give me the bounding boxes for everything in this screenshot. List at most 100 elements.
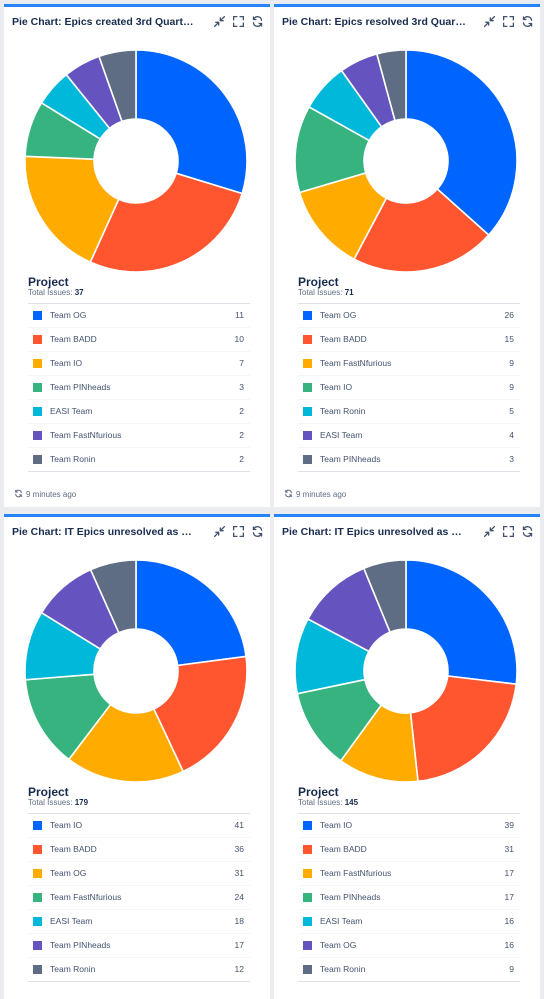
legend-value: 41: [234, 820, 244, 830]
pie-slice-team-badd[interactable]: [352, 187, 490, 273]
legend-row[interactable]: Team Ronin 9: [298, 958, 520, 982]
legend-swatch: [33, 965, 42, 974]
legend-value: 24: [234, 892, 244, 902]
panel-header: Pie Chart: Epics created 3rd Quarter 202…: [4, 7, 270, 37]
pie-slice-team-pinheads[interactable]: [375, 49, 407, 122]
legend-label: EASI Team: [320, 916, 363, 926]
legend-row[interactable]: Team IO 9: [298, 376, 520, 400]
legend-row[interactable]: Team BADD 10: [28, 328, 250, 352]
project-label: Project: [28, 785, 69, 799]
legend-row[interactable]: Team PINheads 3: [298, 448, 520, 472]
legend-row[interactable]: Team OG 11: [28, 304, 250, 328]
total-issues-value: 179: [74, 798, 89, 807]
total-issues-value: 145: [344, 798, 359, 807]
total-issues-label: Total Issues:: [28, 798, 73, 807]
legend-swatch: [303, 821, 312, 830]
legend-swatch: [33, 335, 42, 344]
legend-value: 2: [239, 406, 244, 416]
pie-slice-team-og[interactable]: [135, 49, 248, 195]
legend-label: Team IO: [320, 382, 353, 392]
total-issues: Total Issues: 179: [28, 798, 88, 807]
legend-label: Team PINheads: [320, 892, 381, 902]
pie-slice-team-ronin[interactable]: [362, 559, 407, 634]
refresh-icon[interactable]: [251, 15, 264, 28]
pie-slice-team-io[interactable]: [135, 559, 247, 667]
legend-label: Team Ronin: [50, 964, 96, 974]
legend-row[interactable]: Team IO 41: [28, 814, 250, 838]
legend-value: 3: [239, 382, 244, 392]
legend-row[interactable]: EASI Team 2: [28, 400, 250, 424]
chart-title: Pie Chart: Epics created 3rd Quarter 202…: [12, 16, 198, 28]
legend-label: Team OG: [50, 310, 87, 320]
legend-row[interactable]: Team Ronin 2: [28, 448, 250, 472]
minimize-icon[interactable]: [213, 15, 226, 28]
legend-swatch: [33, 407, 42, 416]
legend-value: 17: [234, 940, 244, 950]
legend-row[interactable]: Team FastNfurious 24: [28, 886, 250, 910]
legend-value: 9: [509, 964, 514, 974]
legend-row[interactable]: Team PINheads 17: [28, 934, 250, 958]
legend-swatch: [33, 917, 42, 926]
legend-label: EASI Team: [320, 430, 363, 440]
minimize-icon[interactable]: [213, 525, 226, 538]
chart-panel: Pie Chart: IT Epics unresolved as of 10/…: [274, 514, 540, 999]
pie-slice-team-og[interactable]: [67, 703, 185, 783]
legend-label: Team BADD: [320, 334, 367, 344]
pie-slice-team-og[interactable]: [405, 49, 518, 237]
legend-row[interactable]: Team IO 7: [28, 352, 250, 376]
fullscreen-icon[interactable]: [502, 525, 515, 538]
last-updated-text: 9 minutes ago: [296, 490, 347, 499]
legend-row[interactable]: Team FastNfurious 2: [28, 424, 250, 448]
legend-row[interactable]: EASI Team 16: [298, 910, 520, 934]
legend-swatch: [303, 431, 312, 440]
refresh-icon[interactable]: [521, 15, 534, 28]
legend-row[interactable]: Team IO 39: [298, 814, 520, 838]
legend-value: 36: [234, 844, 244, 854]
refresh-icon[interactable]: [521, 525, 534, 538]
pie-chart: [294, 559, 518, 783]
legend-row[interactable]: Team PINheads 17: [298, 886, 520, 910]
fullscreen-icon[interactable]: [502, 15, 515, 28]
legend-swatch: [303, 311, 312, 320]
pie-chart: [24, 49, 248, 273]
chart-panel: Pie Chart: IT Epics unresolved as of 7/1…: [4, 514, 270, 999]
last-updated: 9 minutes ago: [14, 489, 76, 500]
panel-actions: [213, 15, 264, 28]
fullscreen-icon[interactable]: [232, 15, 245, 28]
legend-row[interactable]: EASI Team 18: [28, 910, 250, 934]
legend-row[interactable]: Team BADD 15: [298, 328, 520, 352]
legend-row[interactable]: Team OG 16: [298, 934, 520, 958]
legend-label: Team OG: [320, 940, 357, 950]
legend-row[interactable]: Team BADD 36: [28, 838, 250, 862]
legend-label: EASI Team: [50, 916, 93, 926]
pie-slice-team-io[interactable]: [405, 559, 518, 686]
legend-value: 2: [239, 430, 244, 440]
chart-title: Pie Chart: IT Epics unresolved as of 7/1…: [12, 526, 198, 538]
legend-row[interactable]: Team OG 31: [28, 862, 250, 886]
fullscreen-icon[interactable]: [232, 525, 245, 538]
legend-value: 15: [504, 334, 514, 344]
pie-slice-team-ronin[interactable]: [98, 49, 137, 123]
pie-slice-team-badd[interactable]: [89, 172, 244, 273]
pie-slice-team-ronin[interactable]: [89, 559, 137, 634]
pie-slice-team-badd[interactable]: [409, 675, 518, 783]
legend-row[interactable]: Team FastNfurious 17: [298, 862, 520, 886]
legend-label: Team OG: [50, 868, 87, 878]
total-issues-label: Total Issues:: [298, 288, 343, 297]
legend-row[interactable]: Team Ronin 5: [298, 400, 520, 424]
refresh-icon[interactable]: [251, 525, 264, 538]
total-issues-label: Total Issues:: [298, 798, 343, 807]
legend-swatch: [33, 455, 42, 464]
pie-slice-team-badd[interactable]: [152, 655, 248, 773]
minimize-icon[interactable]: [483, 525, 496, 538]
legend-row[interactable]: EASI Team 4: [298, 424, 520, 448]
legend-row[interactable]: Team BADD 31: [298, 838, 520, 862]
legend-row[interactable]: Team PINheads 3: [28, 376, 250, 400]
minimize-icon[interactable]: [483, 15, 496, 28]
legend-row[interactable]: Team FastNfurious 9: [298, 352, 520, 376]
legend-row[interactable]: Team Ronin 12: [28, 958, 250, 982]
legend-row[interactable]: Team OG 26: [298, 304, 520, 328]
pie-slice-team-io[interactable]: [24, 155, 120, 264]
legend-value: 9: [509, 358, 514, 368]
legend-swatch: [33, 941, 42, 950]
